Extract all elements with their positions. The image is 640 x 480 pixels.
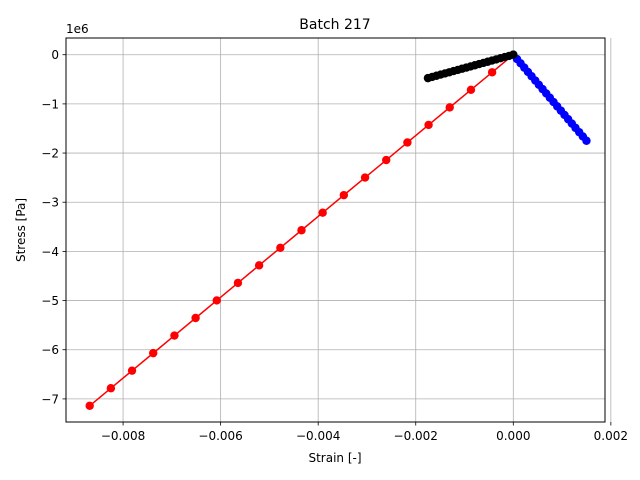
x-axis-label: Strain [-] [308, 451, 361, 465]
data-point [424, 120, 433, 130]
x-tick-label: −0.004 [296, 429, 340, 443]
plot-area-frame [65, 37, 606, 423]
data-point [466, 85, 476, 95]
series-2 [509, 50, 591, 145]
data-point [382, 155, 391, 165]
x-tick-label: −0.008 [101, 429, 145, 443]
data-point [403, 138, 412, 147]
x-tick-label: 0.002 [594, 429, 628, 443]
data-point [127, 366, 137, 375]
data-point [85, 401, 94, 410]
y-axis-label: Stress [Pa] [14, 198, 28, 262]
x-tick-label: 0.000 [496, 429, 530, 443]
data-point [339, 190, 349, 200]
y-tick-label: −5 [41, 294, 59, 308]
data-point [360, 173, 370, 182]
data-point [445, 103, 454, 112]
series-1 [85, 50, 518, 410]
data-point [297, 226, 306, 235]
y-tick-label: 0 [51, 48, 59, 62]
y-offset-label: 1e6 [66, 22, 89, 36]
grid [66, 38, 612, 422]
data-point [106, 384, 116, 393]
data-point [212, 296, 221, 305]
y-tick-label: −1 [41, 97, 59, 111]
series-3 [423, 50, 518, 83]
y-tick-label: −2 [41, 147, 59, 161]
x-tick-label: −0.006 [198, 429, 242, 443]
data-point [149, 348, 158, 358]
chart-title: Batch 217 [299, 17, 370, 33]
y-tick-label: −7 [41, 392, 59, 406]
data-point [487, 68, 497, 77]
data-point [254, 261, 264, 270]
data-point [582, 136, 591, 145]
data-point [423, 73, 433, 83]
x-tick-label: −0.002 [394, 429, 438, 443]
data-point [170, 331, 179, 340]
data-point [276, 243, 285, 252]
y-tick-label: −3 [41, 196, 59, 210]
y-tick-label: −4 [41, 245, 59, 259]
data-point [191, 313, 200, 323]
data-point [318, 208, 327, 217]
data-point [233, 278, 243, 288]
y-tick-label: −6 [41, 343, 59, 357]
tick-layer: −0.008 −0.006 −0.004 −0.002 0.000 0.002 0 −1 −2 −… [41, 48, 628, 443]
series-layer [85, 50, 591, 410]
